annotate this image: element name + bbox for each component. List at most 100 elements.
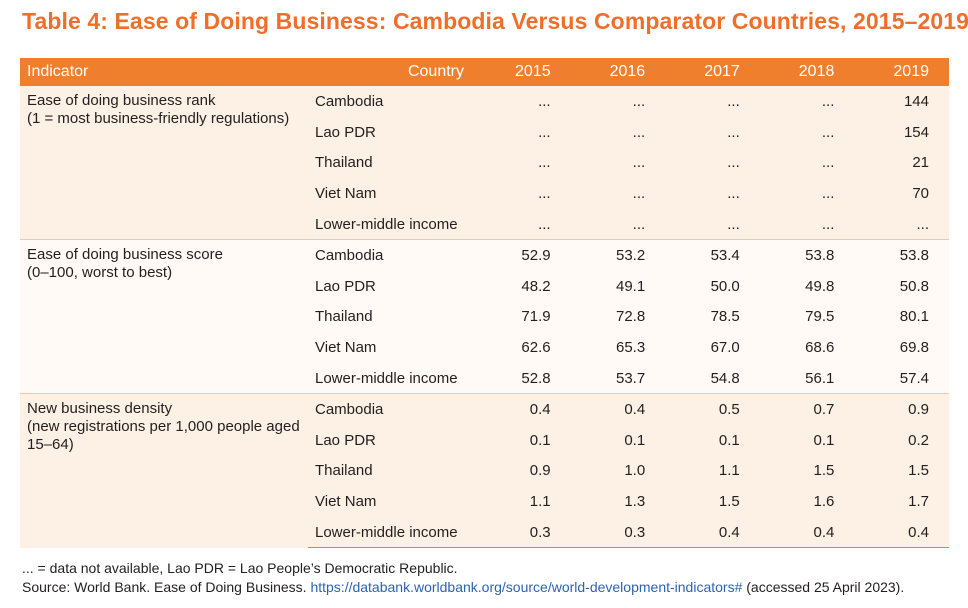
table-header-row: Indicator Country 2015 2016 2017 2018 20… <box>20 58 949 86</box>
value-cell: ... <box>538 92 551 110</box>
source-prefix: Source: World Bank. Ease of Doing Busine… <box>22 579 307 595</box>
value-cell: 70 <box>912 185 929 203</box>
value-cell: ... <box>727 154 740 172</box>
value-cell: 79.5 <box>805 308 835 326</box>
value-cell: 57.4 <box>899 369 929 387</box>
country-cell: Lower-middle income <box>315 369 458 387</box>
value-cell: 53.2 <box>570 239 666 271</box>
value-cell: 0.7 <box>759 393 855 425</box>
country-cell: Thailand <box>315 154 373 172</box>
indicator-name: New business density <box>27 400 173 418</box>
indicator-unit: (0–100, worst to best) <box>27 264 173 282</box>
header-year: 2016 <box>609 63 646 80</box>
indicator-label: New business density (new registrations p… <box>20 393 308 548</box>
table-row: Viet Nam 1.1 1.3 1.5 1.6 1.7 <box>20 486 949 517</box>
value-cell: 54.8 <box>710 369 740 387</box>
value-cell: ... <box>727 92 740 110</box>
table-row: Lao PDR 0.1 0.1 0.1 0.1 0.2 <box>20 425 949 456</box>
value-cell: ... <box>632 185 646 203</box>
country-cell: Lower-middle income <box>315 215 458 233</box>
value-cell: 56.1 <box>805 369 835 387</box>
country-cell: Viet Nam <box>315 493 377 511</box>
value-cell: 53.8 <box>854 239 949 271</box>
data-table: Indicator Country 2015 2016 2017 2018 20… <box>20 58 949 549</box>
value-cell: 1.1 <box>718 462 740 480</box>
value-cell: 53.4 <box>665 239 760 271</box>
value-cell: 0.1 <box>529 431 551 449</box>
value-cell: ... <box>538 215 551 233</box>
value-cell: 49.8 <box>805 277 835 295</box>
value-cell: ... <box>821 92 835 110</box>
value-cell: 68.6 <box>805 339 835 357</box>
value-cell: 48.2 <box>521 277 551 295</box>
value-cell: 1.3 <box>624 493 646 511</box>
country-cell: Thailand <box>315 308 373 326</box>
table-row: Lao PDR............ 154 <box>20 117 949 148</box>
table-row: Thailand............ 21 <box>20 148 949 179</box>
value-cell: ... <box>821 154 835 172</box>
value-cell: 62.6 <box>521 339 551 357</box>
indicator-group-rank: Ease of doing business rank (1 = most bus… <box>20 86 949 240</box>
value-cell: ... <box>632 215 646 233</box>
table-row: Viet Nam 62.6 65.3 67.0 68.6 69.8 <box>20 332 949 363</box>
value-cell: 0.3 <box>476 517 571 549</box>
indicator-group-score: Ease of doing business score (0–100, wors… <box>20 239 949 394</box>
value-cell: 0.3 <box>570 517 666 549</box>
country-cell: Cambodia <box>308 239 476 271</box>
indicator-label: Ease of doing business rank (1 = most bus… <box>20 86 308 240</box>
value-cell: 0.5 <box>665 393 760 425</box>
value-cell: ... <box>632 123 646 141</box>
value-cell: ... <box>727 215 740 233</box>
indicator-label: Ease of doing business score (0–100, wors… <box>20 239 308 394</box>
header-indicator: Indicator <box>27 63 89 80</box>
value-cell: ... <box>632 154 646 172</box>
value-cell: 53.8 <box>759 239 855 271</box>
country-cell: Viet Nam <box>315 339 377 357</box>
country-cell: Lao PDR <box>315 277 376 295</box>
value-cell: 1.1 <box>529 493 551 511</box>
value-cell: 0.1 <box>718 431 740 449</box>
value-cell: 154 <box>903 123 929 141</box>
value-cell: ... <box>821 123 835 141</box>
country-cell: Lao PDR <box>315 123 376 141</box>
table-row: Thailand 71.9 72.8 78.5 79.5 80.1 <box>20 302 949 333</box>
value-cell: 0.4 <box>476 393 571 425</box>
header-year: 2015 <box>515 63 551 80</box>
table-row: Ease of doing business score (0–100, wors… <box>20 239 949 394</box>
value-cell: 72.8 <box>615 308 646 326</box>
value-cell: ... <box>727 123 740 141</box>
value-cell: 80.1 <box>899 308 929 326</box>
value-cell: ... <box>727 185 740 203</box>
value-cell: ... <box>538 185 551 203</box>
value-cell: 0.4 <box>570 393 666 425</box>
value-cell: 0.4 <box>759 517 855 549</box>
table-row: Thailand 0.9 1.0 1.1 1.5 1.5 <box>20 456 949 487</box>
value-cell: 0.2 <box>908 431 929 449</box>
value-cell: 1.7 <box>908 493 929 511</box>
value-cell: 0.9 <box>529 462 551 480</box>
table-row: Lao PDR 48.2 49.1 50.0 49.8 50.8 <box>20 271 949 302</box>
page-title: Table 4: Ease of Doing Business: Cambodi… <box>22 8 968 34</box>
country-cell: Viet Nam <box>315 185 377 203</box>
table-row: Lower-middle income 0.3 0.3 0.4 0.4 0.4 <box>20 517 949 549</box>
source-link[interactable]: https://databank.worldbank.org/source/wo… <box>310 579 743 595</box>
indicator-name: Ease of doing business score <box>27 246 223 264</box>
country-cell: Thailand <box>315 462 373 480</box>
footnote-note: ... = data not available, Lao PDR = Lao … <box>22 560 458 576</box>
value-cell: ... <box>916 215 929 233</box>
country-cell: Lao PDR <box>315 431 376 449</box>
value-cell: 52.8 <box>521 369 551 387</box>
indicator-unit: (1 = most business-friendly regulations) <box>27 110 290 127</box>
header-year: 2017 <box>704 63 740 80</box>
value-cell: 71.9 <box>521 308 551 326</box>
value-cell: 21 <box>912 154 929 172</box>
value-cell: ... <box>538 154 551 172</box>
value-cell: 67.0 <box>710 339 740 357</box>
header-year: 2019 <box>893 63 929 80</box>
source-suffix: (accessed 25 April 2023). <box>746 579 905 595</box>
country-cell: Cambodia <box>308 393 476 425</box>
value-cell: 0.4 <box>854 517 949 549</box>
value-cell: 50.8 <box>899 277 929 295</box>
value-cell: 52.9 <box>476 239 571 271</box>
value-cell: 0.1 <box>813 431 835 449</box>
